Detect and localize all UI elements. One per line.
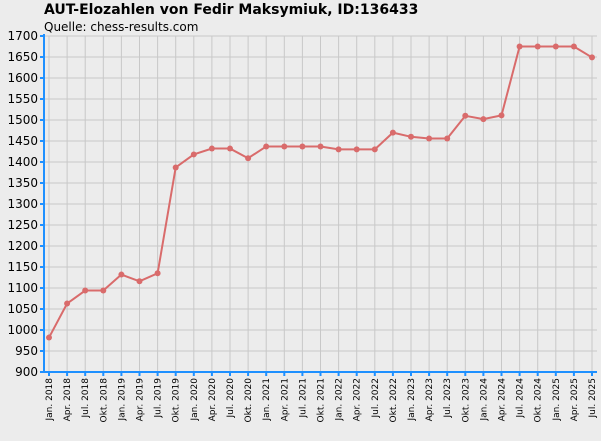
x-tick-label: Jul. 2024 <box>516 378 526 419</box>
x-tick-label: Apr. 2018 <box>63 378 73 422</box>
data-point <box>498 112 505 119</box>
data-point <box>82 287 89 294</box>
data-point <box>172 164 179 171</box>
x-tick-label: Jul. 2025 <box>588 378 598 419</box>
data-point <box>589 54 595 61</box>
data-point <box>480 116 487 123</box>
x-tick-label: Okt. 2020 <box>244 378 254 423</box>
x-tick-label: Apr. 2022 <box>353 378 363 421</box>
y-tick-label: 900 <box>15 365 38 379</box>
y-tick-label: 1300 <box>7 197 38 211</box>
x-tick-label: Apr. 2019 <box>136 378 146 422</box>
data-point <box>462 112 469 119</box>
x-tick-label: Jul. 2019 <box>154 378 164 419</box>
x-tick-label: Apr. 2021 <box>280 378 290 421</box>
data-point <box>281 143 288 150</box>
chart-subtitle: Quelle: chess-results.com <box>44 20 199 34</box>
data-point <box>299 143 306 150</box>
data-point <box>263 143 270 150</box>
x-tick-label: Okt. 2022 <box>389 378 399 422</box>
data-point <box>136 278 143 285</box>
y-tick-label: 1600 <box>7 71 38 85</box>
y-tick-label: 1200 <box>7 239 38 253</box>
data-point <box>190 151 197 158</box>
x-tick-label: Okt. 2018 <box>99 378 109 423</box>
x-tick-label: Jan. 2024 <box>479 378 489 422</box>
x-tick-label: Jul. 2018 <box>81 378 91 419</box>
data-point <box>317 143 324 150</box>
x-tick-label: Okt. 2021 <box>317 378 327 422</box>
x-tick-label: Jan. 2020 <box>190 378 200 422</box>
y-tick-label: 1250 <box>7 218 38 232</box>
y-tick-label: 1500 <box>7 113 38 127</box>
data-point <box>64 300 71 307</box>
x-tick-label: Jul. 2023 <box>443 378 453 419</box>
data-point <box>552 43 559 50</box>
x-tick-label: Okt. 2024 <box>534 378 544 423</box>
x-tick-label: Jan. 2022 <box>335 378 345 422</box>
data-point <box>335 146 342 153</box>
data-point <box>516 43 523 50</box>
data-point <box>408 133 414 140</box>
data-point <box>245 155 252 162</box>
y-tick-label: 1050 <box>7 302 38 316</box>
x-tick-label: Okt. 2019 <box>172 378 182 423</box>
data-point <box>371 146 378 153</box>
y-tick-label: 1400 <box>7 155 38 169</box>
data-point <box>46 334 52 341</box>
y-tick-label: 1000 <box>7 323 38 337</box>
x-tick-label: Apr. 2024 <box>498 378 508 422</box>
data-point <box>426 135 433 142</box>
y-tick-label: 1100 <box>7 281 38 295</box>
data-point <box>353 146 360 153</box>
x-tick-label: Apr. 2023 <box>425 378 435 421</box>
y-tick-label: 1150 <box>7 260 38 274</box>
y-tick-label: 1350 <box>7 176 38 190</box>
x-tick-label: Jan. 2023 <box>407 378 417 422</box>
data-point <box>534 43 541 50</box>
data-point <box>444 135 451 142</box>
y-tick-label: 1450 <box>7 134 38 148</box>
x-tick-label: Okt. 2023 <box>461 378 471 422</box>
x-tick-label: Jan. 2019 <box>117 378 127 422</box>
y-tick-label: 1650 <box>7 50 38 64</box>
data-point <box>100 287 107 294</box>
data-point <box>389 129 396 136</box>
data-point <box>154 270 161 277</box>
x-tick-label: Jul. 2022 <box>371 378 381 419</box>
y-tick-label: 1700 <box>7 29 38 43</box>
data-point <box>227 145 233 152</box>
x-tick-label: Jan. 2025 <box>552 378 562 422</box>
y-tick-label: 1550 <box>7 92 38 106</box>
data-point <box>118 271 125 278</box>
x-tick-label: Jan. 2021 <box>262 378 272 422</box>
data-point <box>570 43 577 50</box>
x-tick-label: Apr. 2025 <box>570 378 580 421</box>
x-tick-label: Jan. 2018 <box>45 378 55 422</box>
x-tick-label: Jul. 2021 <box>298 378 308 419</box>
data-point <box>208 145 215 152</box>
x-tick-label: Apr. 2020 <box>208 378 218 422</box>
y-tick-label: 950 <box>15 344 38 358</box>
x-tick-label: Jul. 2020 <box>226 378 236 419</box>
chart-title: AUT-Elozahlen von Fedir Maksymiuk, ID:13… <box>44 2 419 18</box>
